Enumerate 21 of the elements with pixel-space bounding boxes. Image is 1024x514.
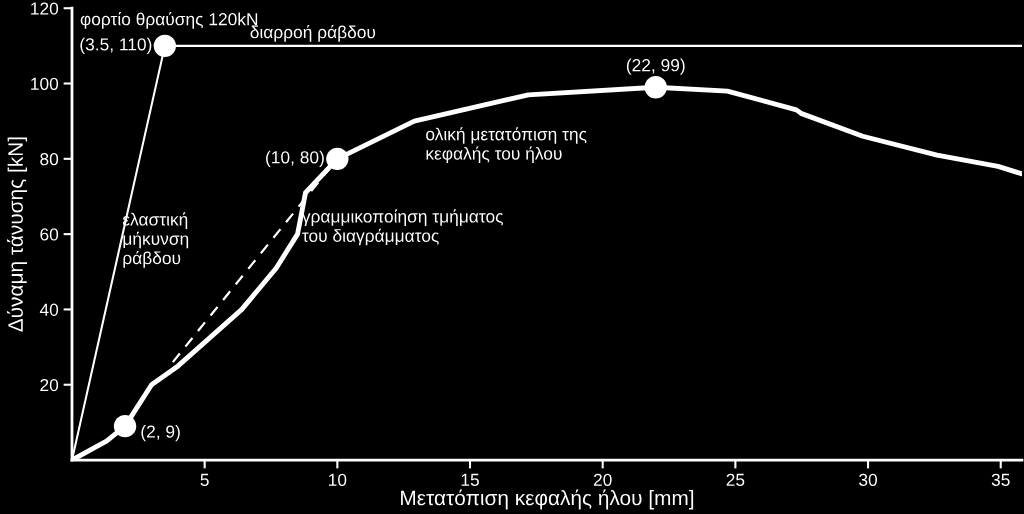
annotation: (10, 80) xyxy=(266,150,324,167)
x-tick-label: 20 xyxy=(593,473,612,486)
annotation: (3.5, 110) xyxy=(80,37,152,54)
y-tick-label: 60 xyxy=(40,228,59,241)
x-axis-title: Μετατόπιση κεφαλής ήλου [mm] xyxy=(401,489,694,510)
x-tick-label: 5 xyxy=(200,473,209,486)
annotation: (2, 9) xyxy=(141,425,180,442)
y-tick-label: 20 xyxy=(40,378,59,392)
x-tick-label: 10 xyxy=(329,473,347,486)
annotation: ολική μετατόπιση της κεφαλής του ήλου xyxy=(426,127,587,164)
x-tick-label: 25 xyxy=(726,473,745,486)
y-tick-label: 80 xyxy=(40,152,59,166)
y-tick-label: 100 xyxy=(31,77,59,90)
y-axis-title: Δύναμη τάνυσης [kN] xyxy=(7,137,28,332)
annotation: (22, 99) xyxy=(626,58,685,75)
y-tick-label: 120 xyxy=(31,2,59,15)
x-tick-label: 15 xyxy=(461,473,479,486)
annotation: γραμμικοποίηση τμήματος του διαγράμματος xyxy=(301,209,503,246)
x-tick-label: 30 xyxy=(859,473,878,486)
x-tick-label: 35 xyxy=(991,473,1010,486)
y-tick-label: 40 xyxy=(39,303,59,316)
